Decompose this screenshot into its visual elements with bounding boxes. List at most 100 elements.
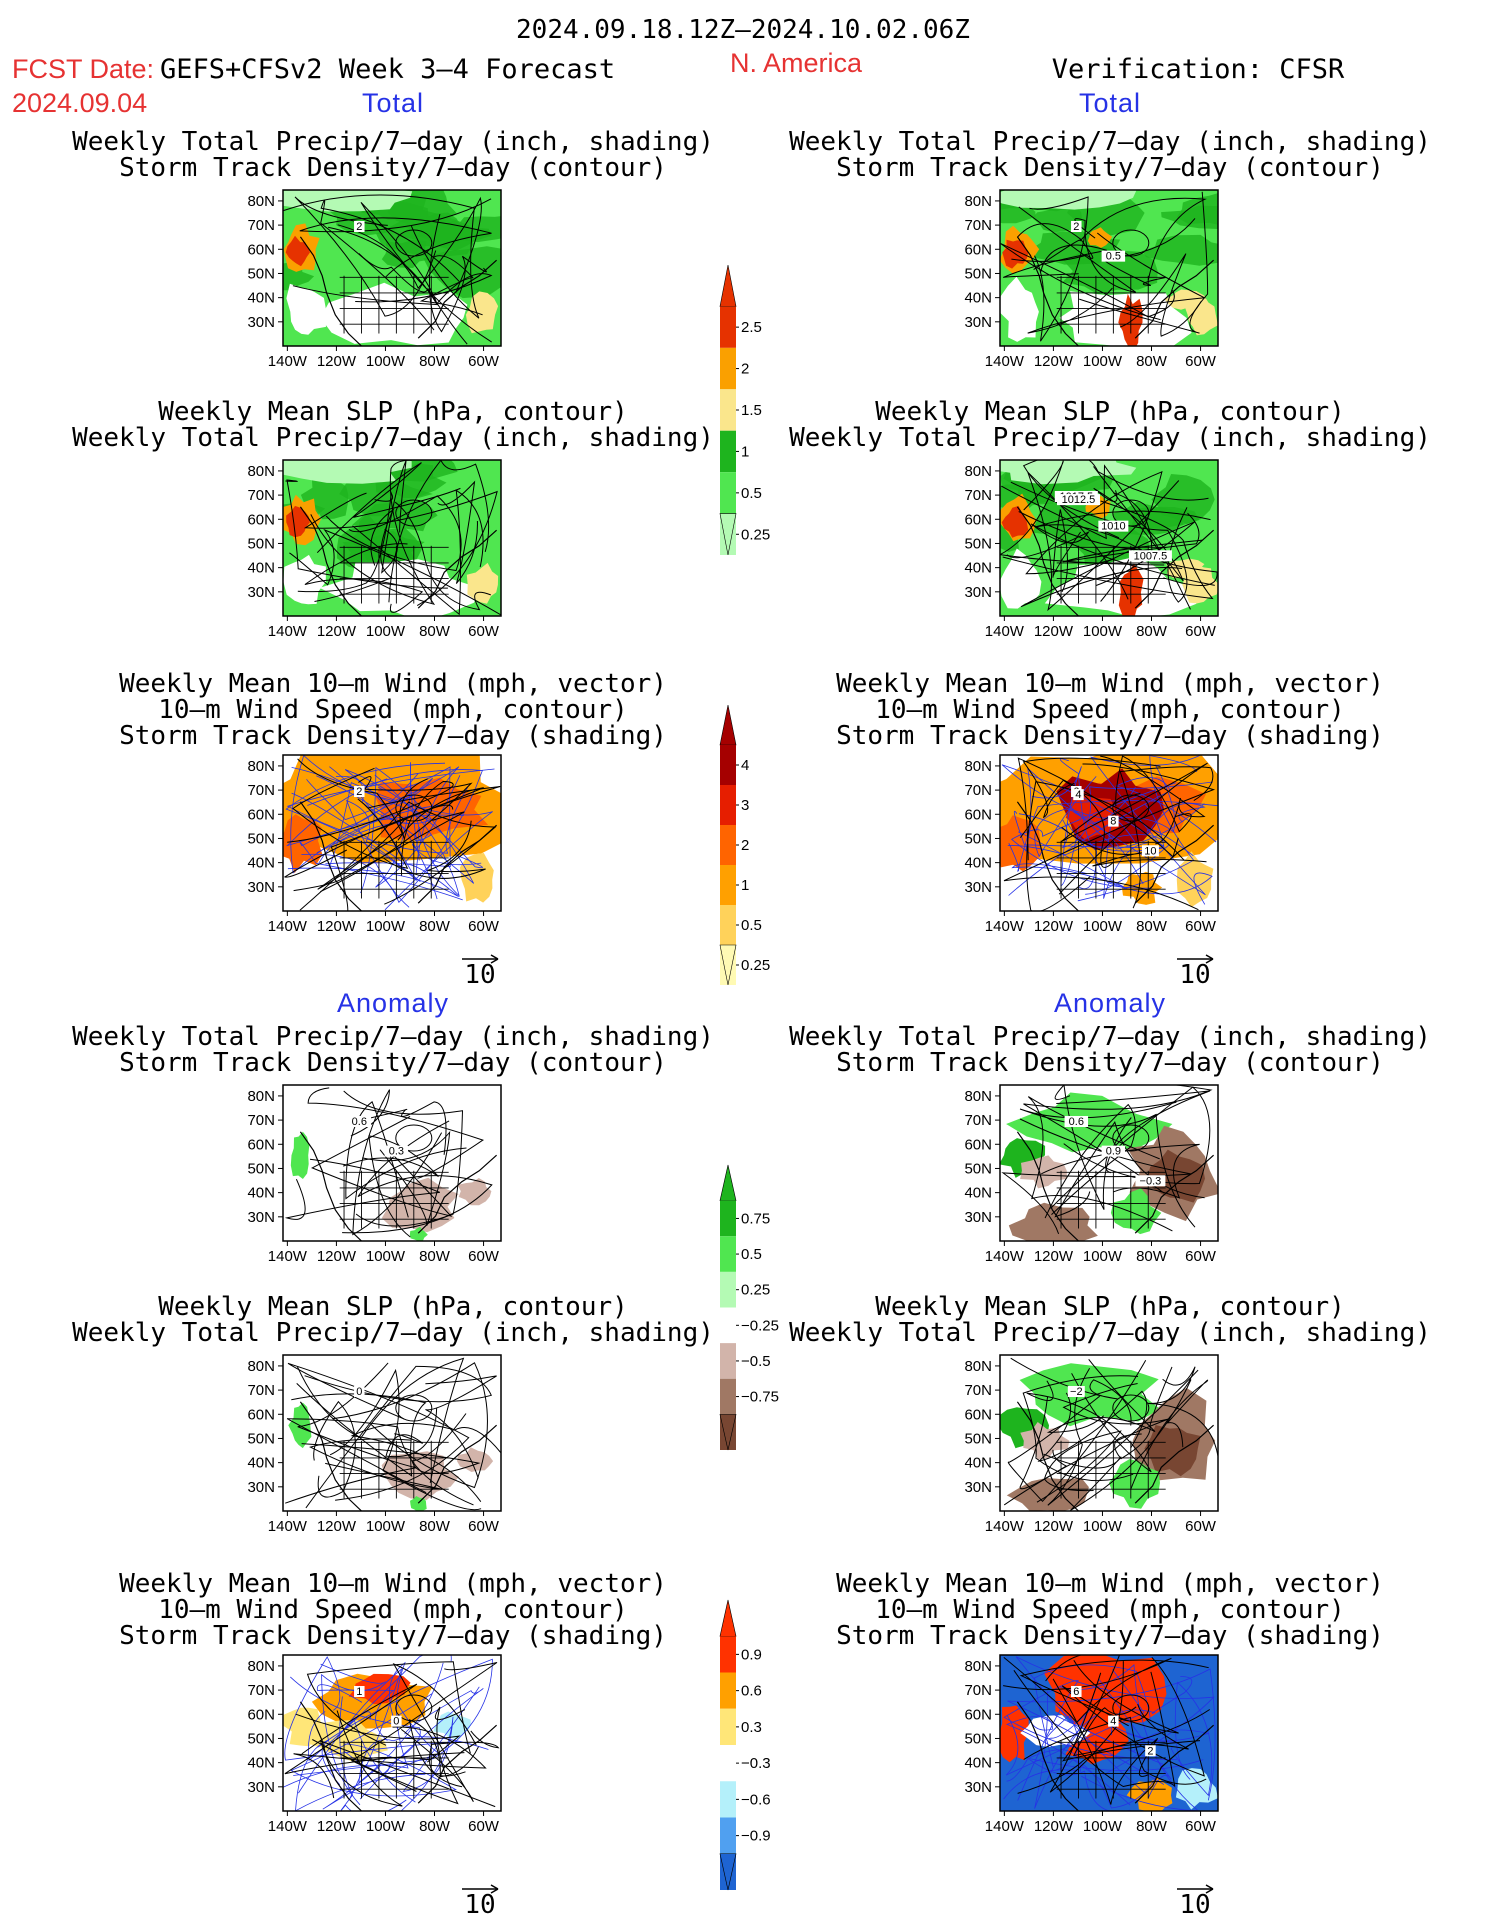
contour-label: 1007.5: [1134, 550, 1168, 562]
contour-label: 4: [1075, 789, 1081, 801]
model-title: GEFS+CFSv2 Week 3–4 Forecast: [160, 54, 615, 85]
contour-label: 0.5: [1106, 251, 1121, 263]
panel-title-line: Weekly Mean 10–m Wind (mph, vector): [119, 1569, 667, 1599]
colorbar-label: 0.25: [741, 1282, 770, 1299]
contour-label: 6: [1073, 1686, 1079, 1698]
panel-title-line: Storm Track Density/7–day (contour): [836, 153, 1384, 183]
panel-title-line: Storm Track Density/7–day (contour): [836, 1048, 1384, 1078]
lat-tick-label: 70N: [247, 217, 275, 234]
contour-label: 2: [356, 221, 362, 233]
colorbar-label: 2: [741, 361, 749, 378]
lat-tick-label: 40N: [964, 1755, 992, 1772]
lat-tick-label: 80N: [964, 1358, 992, 1375]
panel-title-line: Weekly Mean 10–m Wind (mph, vector): [119, 669, 667, 699]
lat-tick-label: 50N: [964, 1730, 992, 1747]
lat-tick-label: 60N: [247, 241, 275, 258]
lat-tick-label: 30N: [247, 314, 275, 331]
lat-tick-label: 60N: [247, 1406, 275, 1423]
vector-reference-arrow: 10: [1177, 1884, 1214, 1920]
panel-title-line: Weekly Total Precip/7–day (inch, shading…: [72, 1318, 714, 1348]
lon-tick-label: 120W: [317, 623, 357, 640]
section-total-right: Total: [1079, 88, 1141, 118]
contour-label: 0: [356, 1386, 362, 1398]
lat-tick-label: 70N: [964, 1112, 992, 1129]
lat-tick-label: 80N: [247, 1088, 275, 1105]
lon-tick-label: 80W: [1136, 1818, 1168, 1835]
lon-tick-label: 60W: [1185, 353, 1217, 370]
lat-tick-label: 70N: [964, 782, 992, 799]
lat-tick-label: 50N: [247, 535, 275, 552]
contour-label: 1010: [1101, 521, 1125, 533]
lon-tick-label: 60W: [1185, 918, 1217, 935]
lat-tick-label: 40N: [964, 855, 992, 872]
colorbar-label: 0.3: [741, 1719, 762, 1736]
lon-tick-label: 120W: [1034, 918, 1074, 935]
lat-tick-label: 30N: [964, 584, 992, 601]
panel-title-line: Weekly Total Precip/7–day (inch, shading…: [72, 1022, 714, 1052]
map-field: [1000, 1655, 1218, 1811]
lat-tick-label: 70N: [247, 487, 275, 504]
colorbar-label: 0.5: [741, 917, 762, 934]
lat-tick-label: 60N: [964, 511, 992, 528]
lon-tick-label: 60W: [1185, 623, 1217, 640]
lat-tick-label: 80N: [964, 193, 992, 210]
colorbar-label: 0.25: [741, 957, 770, 974]
lon-tick-label: 120W: [1034, 623, 1074, 640]
lat-tick-label: 60N: [247, 1136, 275, 1153]
map-field: [283, 1655, 501, 1811]
panel-title-line: Weekly Mean SLP (hPa, contour): [158, 1292, 628, 1322]
lon-tick-label: 140W: [985, 1248, 1025, 1265]
lat-tick-label: 50N: [247, 1160, 275, 1177]
panel-title-line: Storm Track Density/7–day (shading): [119, 721, 667, 751]
lon-tick-label: 120W: [1034, 353, 1074, 370]
lon-tick-label: 60W: [468, 1518, 500, 1535]
colorbar-label: −0.9: [741, 1828, 771, 1845]
lon-tick-label: 120W: [1034, 1818, 1074, 1835]
lat-tick-label: 40N: [247, 1755, 275, 1772]
lon-tick-label: 100W: [1083, 623, 1123, 640]
lat-tick-label: 30N: [247, 879, 275, 896]
lon-tick-label: 60W: [468, 1248, 500, 1265]
region-title: N. America: [730, 48, 863, 78]
lon-tick-label: 100W: [366, 1818, 406, 1835]
lat-tick-label: 80N: [964, 758, 992, 775]
lon-tick-label: 80W: [1136, 623, 1168, 640]
map-field: [1000, 755, 1218, 911]
lat-tick-label: 40N: [964, 1455, 992, 1472]
lon-tick-label: 60W: [1185, 1248, 1217, 1265]
lat-tick-label: 50N: [247, 1730, 275, 1747]
lon-tick-label: 140W: [268, 623, 308, 640]
colorbar-label: 0.25: [741, 526, 770, 543]
panel-title-line: Weekly Mean SLP (hPa, contour): [875, 1292, 1345, 1322]
vector-reference-label: 10: [464, 1890, 495, 1920]
lat-tick-label: 30N: [247, 1479, 275, 1496]
lat-tick-label: 60N: [964, 1406, 992, 1423]
lat-tick-label: 30N: [964, 1209, 992, 1226]
lat-tick-label: 50N: [964, 830, 992, 847]
lon-tick-label: 140W: [268, 1818, 308, 1835]
colorbar-label: 0.5: [741, 1246, 762, 1263]
lat-tick-label: 30N: [247, 584, 275, 601]
lat-tick-label: 40N: [964, 560, 992, 577]
map-panel-p11: Weekly Mean 10–m Wind (mph, vector)10–m …: [119, 1569, 667, 1835]
lon-tick-label: 100W: [1083, 918, 1123, 935]
lon-tick-label: 140W: [985, 918, 1025, 935]
panel-title-line: Weekly Total Precip/7–day (inch, shading…: [72, 423, 714, 453]
lon-tick-label: 120W: [317, 1818, 357, 1835]
lon-tick-label: 60W: [468, 353, 500, 370]
panel-title-line: Weekly Total Precip/7–day (inch, shading…: [789, 1022, 1431, 1052]
lon-tick-label: 80W: [419, 1248, 451, 1265]
vector-references: 10 10 10 10: [462, 954, 1214, 1920]
lon-tick-label: 120W: [317, 353, 357, 370]
lat-tick-label: 70N: [964, 487, 992, 504]
section-total-left: Total: [362, 88, 424, 118]
lat-tick-label: 40N: [247, 855, 275, 872]
lat-tick-label: 60N: [964, 1706, 992, 1723]
lon-tick-label: 140W: [268, 918, 308, 935]
lon-tick-label: 80W: [419, 623, 451, 640]
lon-tick-label: 80W: [419, 918, 451, 935]
section-anomaly-left: Anomaly: [337, 988, 449, 1018]
map-panel-p2: Weekly Total Precip/7–day (inch, shading…: [789, 127, 1431, 370]
map-field: [283, 1355, 501, 1511]
